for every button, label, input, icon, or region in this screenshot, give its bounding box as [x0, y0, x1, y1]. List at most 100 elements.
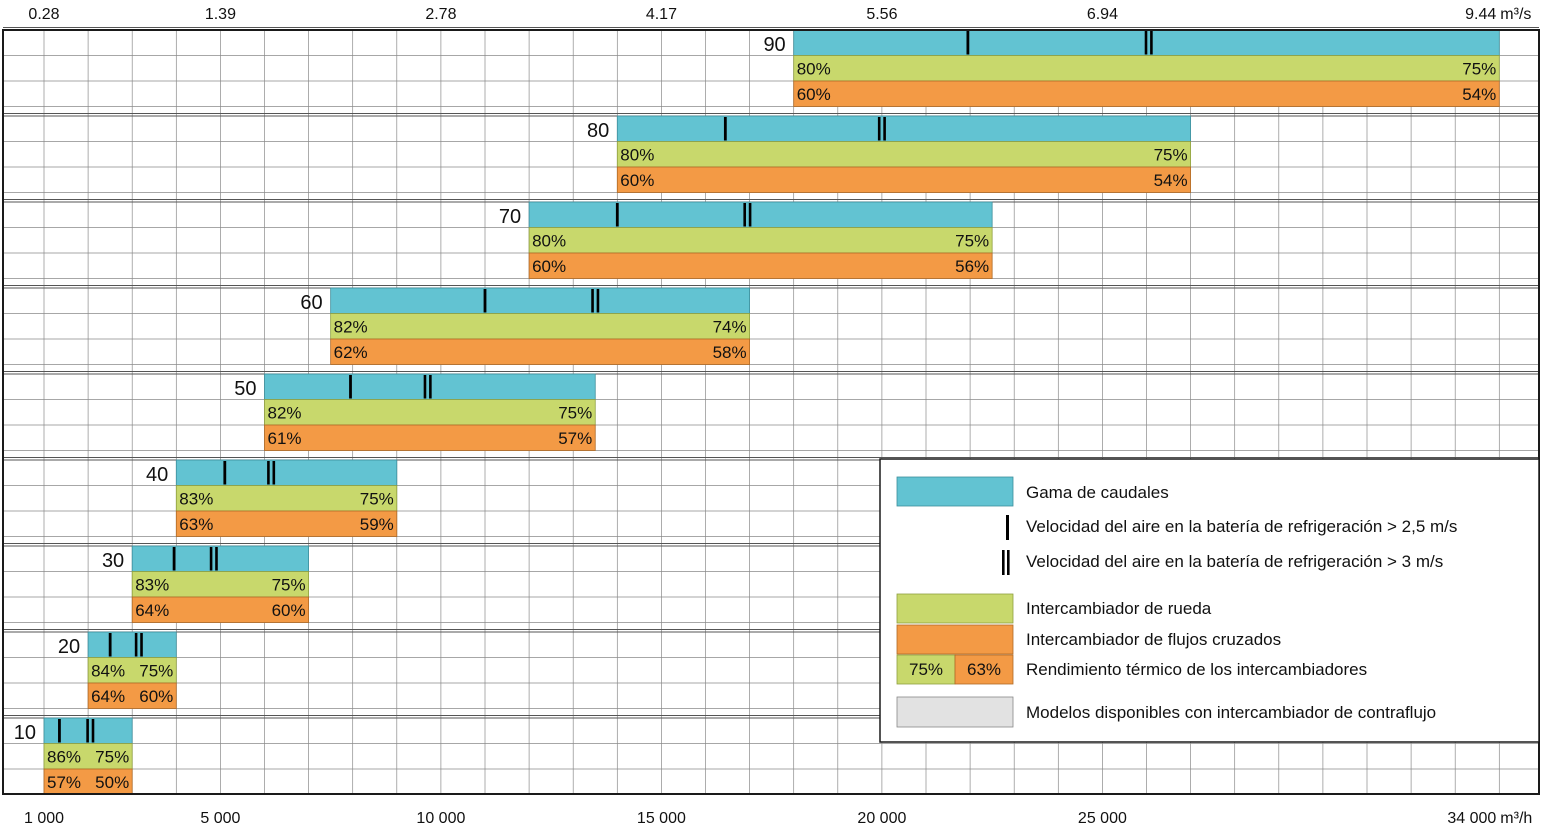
cross-efficiency-min-model-30: 64% [135, 601, 169, 620]
velocity-2-5-tick-model-80 [723, 117, 727, 141]
wheel-efficiency-min-model-80: 80% [620, 146, 654, 165]
bottom-axis-tick-label: 5 000 [200, 810, 240, 827]
velocity-2-5-tick-model-20 [108, 633, 112, 657]
top-axis-unit: m³/s [1500, 6, 1531, 23]
cross-bar-model-40 [175, 510, 398, 537]
bottom-axis-tick-label: 25 000 [1078, 810, 1127, 827]
velocity-3-tick-model-70 [743, 203, 746, 227]
wheel-efficiency-max-model-60: 74% [713, 318, 747, 337]
cross-efficiency-min-model-60: 62% [334, 343, 368, 362]
wheel-bar-model-70 [528, 227, 993, 254]
velocity-2-5-tick-model-60 [483, 289, 487, 313]
velocity-3-tick-model-80 [877, 117, 881, 141]
range-bar-model-30 [131, 545, 309, 572]
wheel-bar-model-40 [175, 485, 398, 512]
wheel-efficiency-max-model-20: 75% [139, 662, 173, 681]
cross-efficiency-max-model-40: 59% [360, 515, 394, 534]
model-label-20: 20 [58, 636, 80, 658]
model-label-40: 40 [146, 464, 168, 486]
wheel-efficiency-min-model-30: 83% [135, 576, 169, 595]
wheel-efficiency-min-model-10: 86% [47, 748, 81, 767]
bottom-axis-tick-label: 15 000 [637, 810, 686, 827]
chart-axes: 0.28 1.39 2.78 4.17 5.56 6.94 9.44 m³/s 1 000 5 0… [24, 6, 1532, 827]
velocity-2-5-tick-model-70 [615, 203, 619, 227]
range-bar-model-40 [175, 459, 398, 486]
cross-efficiency-max-model-20: 60% [139, 687, 173, 706]
cross-efficiency-max-model-60: 58% [713, 343, 747, 362]
legend-label-cross: Intercambiador de flujos cruzados [1026, 630, 1281, 649]
wheel-efficiency-max-model-50: 75% [558, 404, 592, 423]
legend-swatch-tick-3 [1007, 550, 1010, 575]
model-label-10: 10 [14, 722, 36, 744]
legend-swatch-tick-3 [1002, 550, 1005, 575]
cross-efficiency-min-model-20: 64% [91, 687, 125, 706]
velocity-3-tick-model-80 [883, 117, 886, 141]
plot-frame [2, 29, 1540, 795]
top-axis-tick-label: 6.94 [1087, 6, 1118, 23]
cross-efficiency-max-model-70: 56% [955, 257, 989, 276]
velocity-3-tick-model-10 [86, 719, 89, 743]
top-axis-tick-label: 0.28 [28, 6, 59, 23]
cross-bar-model-80 [616, 166, 1191, 193]
velocity-2-5-tick-model-10 [58, 719, 61, 743]
wheel-efficiency-max-model-30: 75% [272, 576, 306, 595]
legend-swatch-efficiency-cross [954, 654, 1014, 685]
cross-efficiency-max-model-30: 60% [272, 601, 306, 620]
cross-bar-model-30 [131, 596, 309, 623]
velocity-3-tick-model-10 [91, 719, 95, 743]
wheel-efficiency-max-model-10: 75% [95, 748, 129, 767]
cross-efficiency-min-model-80: 60% [620, 171, 654, 190]
legend-efficiency-cross-sample: 63% [967, 660, 1001, 679]
wheel-bar-model-80 [616, 141, 1191, 168]
model-label-80: 80 [587, 120, 609, 142]
model-label-30: 30 [102, 550, 124, 572]
velocity-3-tick-model-20 [134, 633, 138, 657]
model-label-50: 50 [234, 378, 256, 400]
cross-bar-model-90 [793, 80, 1500, 107]
cross-bar-model-70 [528, 252, 993, 279]
legend-efficiency-wheel-sample: 75% [909, 660, 943, 679]
wheel-bar-model-50 [264, 399, 596, 426]
velocity-3-tick-model-30 [209, 547, 213, 571]
wheel-bar-model-20 [87, 657, 177, 684]
cross-efficiency-max-model-80: 54% [1154, 171, 1188, 190]
range-bar-model-20 [87, 631, 177, 658]
velocity-2-5-tick-model-50 [349, 375, 352, 399]
chart-legend: Gama de caudales Velocidad del aire en la… [879, 458, 1540, 743]
legend-label-efficiency: Rendimiento térmico de los intercambiado… [1026, 660, 1367, 679]
top-axis-tick-label: 5.56 [866, 6, 897, 23]
velocity-3-tick-model-90 [1144, 31, 1148, 55]
legend-swatch-tick-2-5 [1006, 515, 1009, 540]
bottom-axis-tick-label: 20 000 [857, 810, 906, 827]
velocity-3-tick-model-20 [140, 633, 143, 657]
velocity-2-5-tick-model-90 [966, 31, 970, 55]
legend-swatch-efficiency-wheel [896, 654, 956, 685]
bottom-axis-tick-label: 34 000 [1447, 810, 1496, 827]
range-bar-model-70 [528, 201, 993, 228]
velocity-3-tick-model-40 [272, 461, 276, 485]
legend-label-counterflow: Modelos disponibles con intercambiador d… [1026, 703, 1436, 722]
cross-efficiency-max-model-90: 54% [1462, 85, 1496, 104]
cross-efficiency-min-model-50: 61% [268, 429, 302, 448]
cross-efficiency-min-model-70: 60% [532, 257, 566, 276]
cross-bar-model-60 [330, 338, 751, 365]
legend-label-tick-2-5: Velocidad del aire en la batería de refr… [1026, 517, 1457, 536]
wheel-efficiency-min-model-40: 83% [179, 490, 213, 509]
cross-efficiency-max-model-50: 57% [558, 429, 592, 448]
wheel-efficiency-min-model-90: 80% [797, 60, 831, 79]
velocity-2-5-tick-model-30 [172, 547, 176, 571]
top-axis-tick-label: 9.44 [1465, 6, 1496, 23]
wheel-efficiency-max-model-40: 75% [360, 490, 394, 509]
cross-efficiency-min-model-40: 63% [179, 515, 213, 534]
range-bar-model-80 [616, 115, 1191, 142]
legend-label-range: Gama de caudales [1026, 483, 1169, 502]
wheel-efficiency-max-model-70: 75% [955, 232, 989, 251]
bottom-axis-tick-label: 10 000 [416, 810, 465, 827]
cross-efficiency-max-model-10: 50% [95, 773, 129, 792]
top-axis-tick-label: 4.17 [646, 6, 677, 23]
velocity-3-tick-model-40 [267, 461, 270, 485]
top-axis-tick-label: 2.78 [425, 6, 456, 23]
velocity-3-tick-model-70 [748, 203, 752, 227]
legend-swatch-wheel [896, 593, 1014, 624]
